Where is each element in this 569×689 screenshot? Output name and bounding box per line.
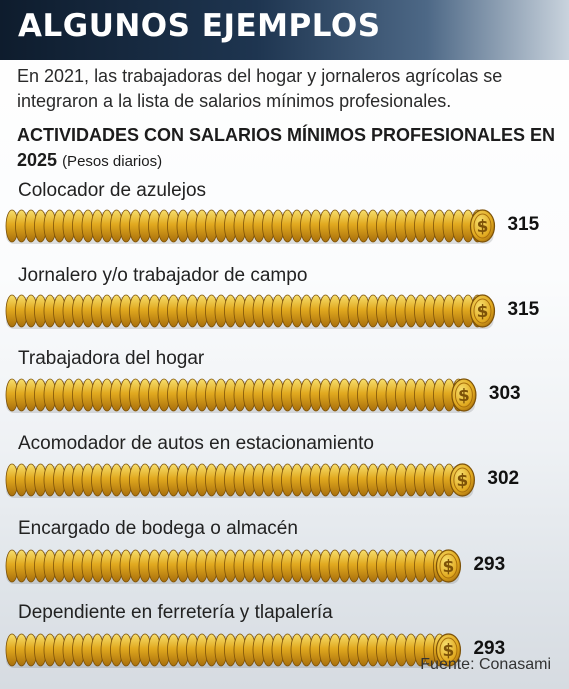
svg-text:$: $ [477,217,489,237]
category-label: Acomodador de autos en estacionamiento [18,433,374,454]
chart-unit: (Pesos diarios) [62,153,163,170]
chart-subtitle-text: ACTIVIDADES CON SALARIOS MÍNIMOS PROFESI… [17,125,556,170]
category-label: Dependiente en ferretería y tlapalería [18,602,333,623]
value-label: 293 [473,554,506,575]
category-label: Trabajadora del hogar [18,348,205,369]
svg-text:$: $ [443,641,455,661]
coin-bar: $ [5,294,496,329]
intro-text: En 2021, las trabajadoras del hogar y jo… [17,66,503,111]
value-label: 303 [488,383,521,404]
chart-subtitle: ACTIVIDADES CON SALARIOS MÍNIMOS PROFESI… [17,123,562,174]
svg-text:$: $ [456,471,468,491]
title-banner: ALGUNOS EJEMPLOS [0,0,569,60]
value-label: 315 [507,299,540,320]
value-label: 293 [473,638,506,659]
coin-bar: $ [5,378,477,413]
category-label: Encargado de bodega o almacén [18,518,298,539]
coin-bar: $ [5,549,462,584]
coin-bar: $ [5,463,475,498]
page-title: ALGUNOS EJEMPLOS [18,8,381,44]
svg-text:$: $ [443,557,455,577]
category-label: Colocador de azulejos [18,180,207,201]
svg-text:$: $ [477,302,489,322]
value-label: 302 [487,468,520,489]
svg-text:$: $ [458,386,470,406]
value-label: 315 [507,214,540,235]
source-note: Fuente: Conasami [420,656,551,673]
coin-bar: $ [5,633,462,668]
category-label: Jornalero y/o trabajador de campo [18,265,308,286]
coin-bar: $ [5,209,496,244]
